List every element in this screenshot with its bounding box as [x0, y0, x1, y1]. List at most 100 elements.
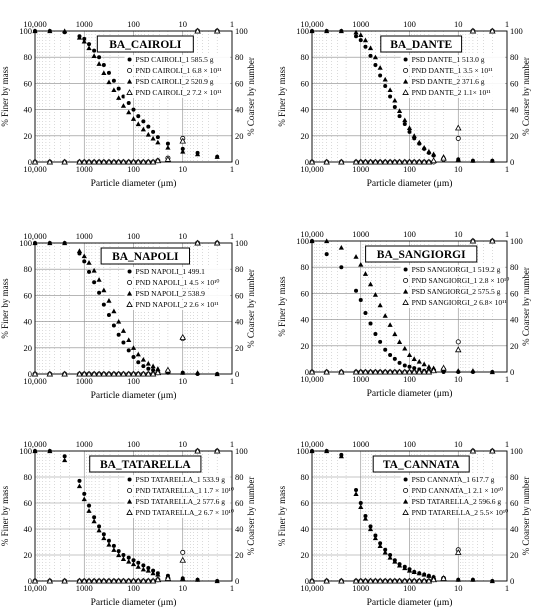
y-tick-label-right: 40 — [510, 524, 519, 534]
series-3 — [309, 448, 495, 584]
data-point — [111, 78, 116, 83]
data-point — [368, 53, 373, 58]
data-point — [392, 104, 397, 109]
legend-bg — [124, 278, 230, 288]
data-point — [164, 155, 172, 162]
data-point — [136, 360, 141, 365]
data-point — [127, 68, 133, 74]
data-point — [120, 158, 127, 165]
data-point — [145, 370, 152, 377]
data-point — [141, 364, 146, 369]
data-point — [194, 447, 201, 454]
data-point — [387, 87, 393, 93]
data-point — [388, 352, 393, 357]
y-tick-label-right: 20 — [235, 343, 244, 353]
data-point — [145, 568, 151, 573]
x-tick-label: 1 — [505, 164, 509, 174]
data-point — [149, 370, 157, 377]
y-tick-label-right: 20 — [235, 131, 244, 141]
data-point — [309, 28, 315, 34]
data-point — [127, 269, 132, 274]
data-point — [308, 368, 316, 375]
data-point — [410, 158, 418, 165]
data-point — [149, 577, 157, 584]
data-point — [213, 239, 221, 246]
data-point — [97, 524, 102, 529]
data-point — [194, 27, 201, 34]
x-tick-label-top: 1 — [505, 439, 509, 449]
legend-bg — [124, 55, 230, 65]
data-point — [403, 277, 409, 283]
data-point — [402, 509, 409, 515]
y-tick-label-left: 80 — [24, 264, 33, 274]
data-point — [377, 543, 383, 548]
data-point — [383, 84, 388, 89]
x-tick-label: 1000 — [352, 164, 369, 174]
y-tick-label-right: 100 — [235, 238, 248, 248]
y-tick-label-right: 60 — [510, 288, 519, 298]
legend-bg — [400, 66, 505, 76]
data-point — [381, 158, 389, 165]
y-axis-label-left: % Finer by mass — [277, 66, 287, 127]
data-point — [101, 70, 107, 75]
data-point — [120, 103, 127, 108]
x-tick-label-top: 100 — [403, 19, 416, 29]
data-point — [425, 577, 433, 584]
data-point — [101, 302, 106, 307]
data-point — [110, 370, 118, 377]
data-point — [180, 549, 186, 555]
data-point — [308, 158, 316, 165]
data-point — [323, 577, 330, 584]
data-point — [376, 368, 384, 375]
x-tick-label: 10,000 — [300, 164, 323, 174]
data-point — [125, 577, 133, 584]
data-point — [469, 237, 477, 244]
data-point — [179, 333, 187, 340]
data-point — [455, 135, 461, 141]
y-tick-label-left: 0 — [305, 157, 309, 167]
y-tick-label-left: 0 — [305, 367, 309, 377]
x-tick-label: 10,000 — [300, 583, 323, 593]
x-tick-label: 10,000 — [23, 583, 46, 593]
data-point — [372, 535, 379, 541]
data-point — [92, 515, 97, 520]
data-point — [323, 368, 330, 375]
data-point — [111, 547, 117, 552]
data-point — [381, 577, 389, 584]
y-tick-label-right: 40 — [235, 524, 244, 534]
data-point — [150, 135, 156, 141]
legend-bg — [124, 486, 230, 496]
data-point — [126, 348, 131, 353]
data-point — [125, 370, 133, 377]
series-3 — [309, 238, 495, 375]
legend-label: PSD NAPOLI_2 538.9 — [136, 289, 206, 298]
y-tick-label-left: 40 — [24, 524, 33, 534]
data-point — [91, 518, 97, 524]
y-tick-label-right: 20 — [235, 550, 244, 560]
legend-label: PND CAIROLI_2 7.2 × 10¹¹ — [136, 88, 222, 97]
data-point — [372, 54, 379, 60]
y-tick-label-left: 0 — [28, 369, 32, 379]
data-point — [401, 577, 409, 584]
data-point — [105, 370, 113, 377]
data-point — [179, 137, 187, 144]
y-axis-label-right: % Coarser by number — [521, 267, 531, 346]
chart-title-box — [89, 455, 202, 473]
data-point — [396, 339, 403, 344]
data-point — [106, 70, 111, 75]
data-point — [406, 568, 413, 573]
data-point — [126, 78, 133, 84]
data-point — [416, 368, 423, 375]
y-tick-label-right: 0 — [235, 576, 239, 586]
y-tick-label-right: 60 — [235, 290, 244, 300]
data-point — [406, 368, 413, 375]
data-point — [31, 370, 39, 377]
data-point — [31, 577, 39, 584]
data-point — [87, 503, 92, 508]
legend-bg — [124, 300, 230, 310]
data-point — [353, 29, 359, 35]
data-point — [134, 370, 142, 377]
x-axis-label: Particle diameter (μm) — [367, 388, 453, 399]
x-tick-label-top: 10 — [179, 19, 188, 29]
